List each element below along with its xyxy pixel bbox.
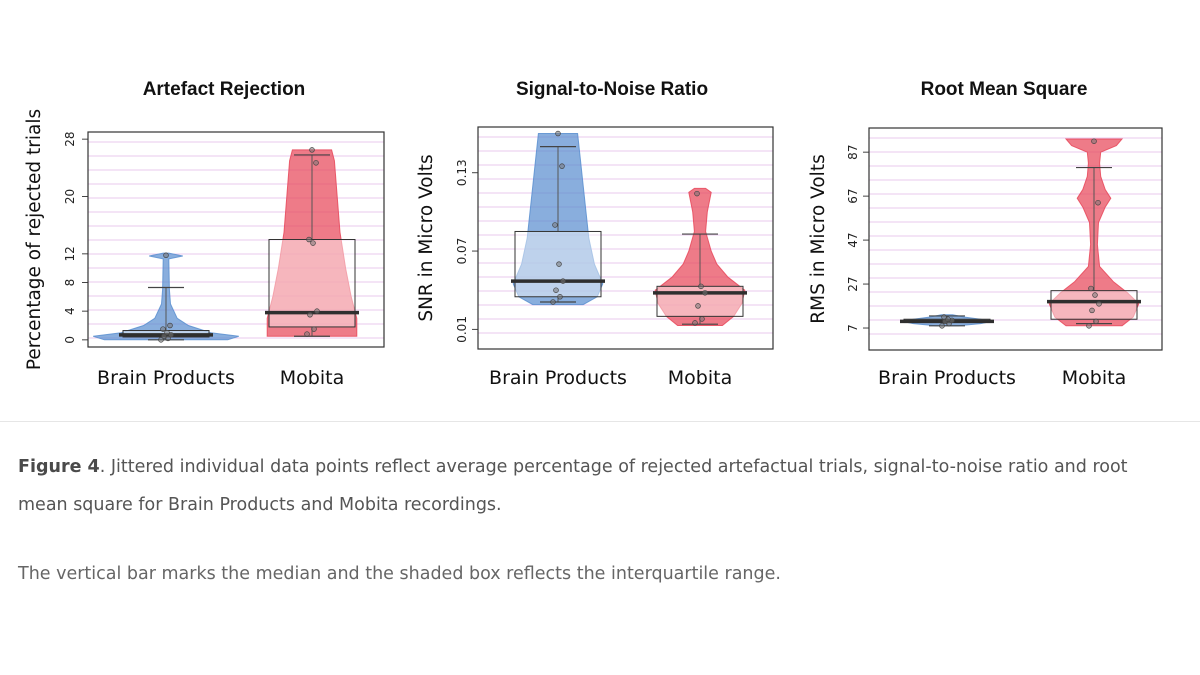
plot-frame: [868, 127, 1163, 351]
data-point: [1088, 285, 1094, 292]
figure-panels: Artefact Rejection Percentage of rejected…: [24, 79, 1163, 389]
data-point: [163, 252, 169, 259]
data-point: [1095, 199, 1101, 206]
x-tick-label: Mobita: [1062, 367, 1126, 389]
data-point: [694, 190, 700, 197]
data-point: [1093, 318, 1099, 325]
y-tick-label: 0: [63, 336, 77, 344]
data-point: [1091, 138, 1097, 144]
data-point: [555, 130, 561, 137]
figure-svg: Artefact Rejection Percentage of rejected…: [24, 79, 1163, 389]
y-axis-label: RMS in Micro Volts: [808, 154, 829, 323]
data-point: [158, 337, 164, 343]
plot-frame: [87, 131, 385, 348]
data-point: [550, 299, 556, 305]
group-mobita: [653, 187, 747, 326]
x-tick-label: Brain Products: [489, 367, 627, 389]
y-tick-label: 27: [846, 276, 860, 291]
chart-title: Signal-to-Noise Ratio: [516, 79, 708, 100]
y-axis-label: SNR in Micro Volts: [416, 154, 437, 321]
data-point: [161, 333, 167, 340]
data-point: [1096, 301, 1102, 307]
chart-panel-2: Signal-to-Noise Ratio SNR in Micro Volts 0…: [416, 79, 774, 389]
data-point: [309, 147, 315, 153]
data-point: [560, 278, 566, 284]
y-tick-label: 28: [63, 132, 77, 147]
data-point: [164, 329, 170, 336]
data-point: [307, 312, 313, 318]
group-mobita: [1047, 138, 1141, 329]
data-point: [698, 283, 704, 290]
group-brain-products: [93, 252, 239, 343]
x-tick-label: Brain Products: [97, 367, 235, 389]
plot-frame: [477, 126, 774, 350]
x-tick-label: Brain Products: [878, 367, 1016, 389]
data-point: [559, 163, 565, 169]
group-brain-products: [511, 130, 605, 306]
y-tick-label: 12: [63, 246, 77, 261]
data-point: [1092, 292, 1098, 298]
data-point: [304, 331, 310, 337]
y-tick-label: 20: [63, 189, 77, 204]
chart-panel-3: Root Mean Square RMS in Micro Volts 7 27 47 6…: [808, 79, 1163, 389]
y-tick-label: 47: [846, 232, 860, 247]
data-point: [552, 222, 558, 228]
data-point: [1086, 323, 1092, 329]
data-point: [311, 326, 317, 332]
figure-note: The vertical bar marks the median and th…: [18, 564, 781, 584]
y-tick-label: 0.07: [455, 238, 469, 265]
divider: [0, 421, 1200, 422]
data-point: [310, 240, 316, 246]
data-point: [699, 316, 705, 322]
y-tick-label: 8: [63, 279, 77, 287]
y-tick-label: 67: [846, 188, 860, 203]
figure-caption: Figure 4. Jittered individual data point…: [18, 448, 1178, 524]
iqr-box: [1050, 290, 1138, 320]
data-point: [1089, 307, 1095, 314]
group-brain-products: [900, 314, 994, 329]
y-tick-label: 87: [846, 145, 860, 160]
data-point: [306, 236, 312, 243]
data-point: [939, 323, 945, 329]
data-point: [695, 303, 701, 309]
caption-text: . Jittered individual data points reflec…: [18, 457, 1128, 515]
y-tick-label: 4: [63, 307, 77, 315]
chart-title: Artefact Rejection: [143, 79, 306, 100]
chart-panel-1: Artefact Rejection Percentage of rejected…: [24, 79, 385, 389]
group-mobita: [265, 147, 359, 337]
y-tick-label: 0.13: [455, 159, 469, 186]
iqr-box: [656, 285, 744, 317]
chart-title: Root Mean Square: [921, 79, 1088, 100]
figure-label: Figure 4: [18, 457, 100, 477]
data-point: [941, 314, 947, 320]
x-tick-label: Mobita: [280, 367, 344, 389]
data-point: [692, 320, 698, 326]
x-tick-label: Mobita: [668, 367, 732, 389]
data-point: [167, 322, 173, 329]
y-tick-label: 7: [846, 324, 860, 332]
data-point: [702, 290, 708, 296]
data-point: [313, 160, 319, 166]
data-point: [553, 287, 559, 293]
data-point: [557, 294, 563, 300]
data-point: [314, 308, 320, 314]
y-tick-label: 0.01: [455, 316, 469, 343]
data-point: [160, 326, 166, 332]
y-axis-label: Percentage of rejected trials: [24, 109, 45, 370]
data-point: [556, 261, 562, 267]
